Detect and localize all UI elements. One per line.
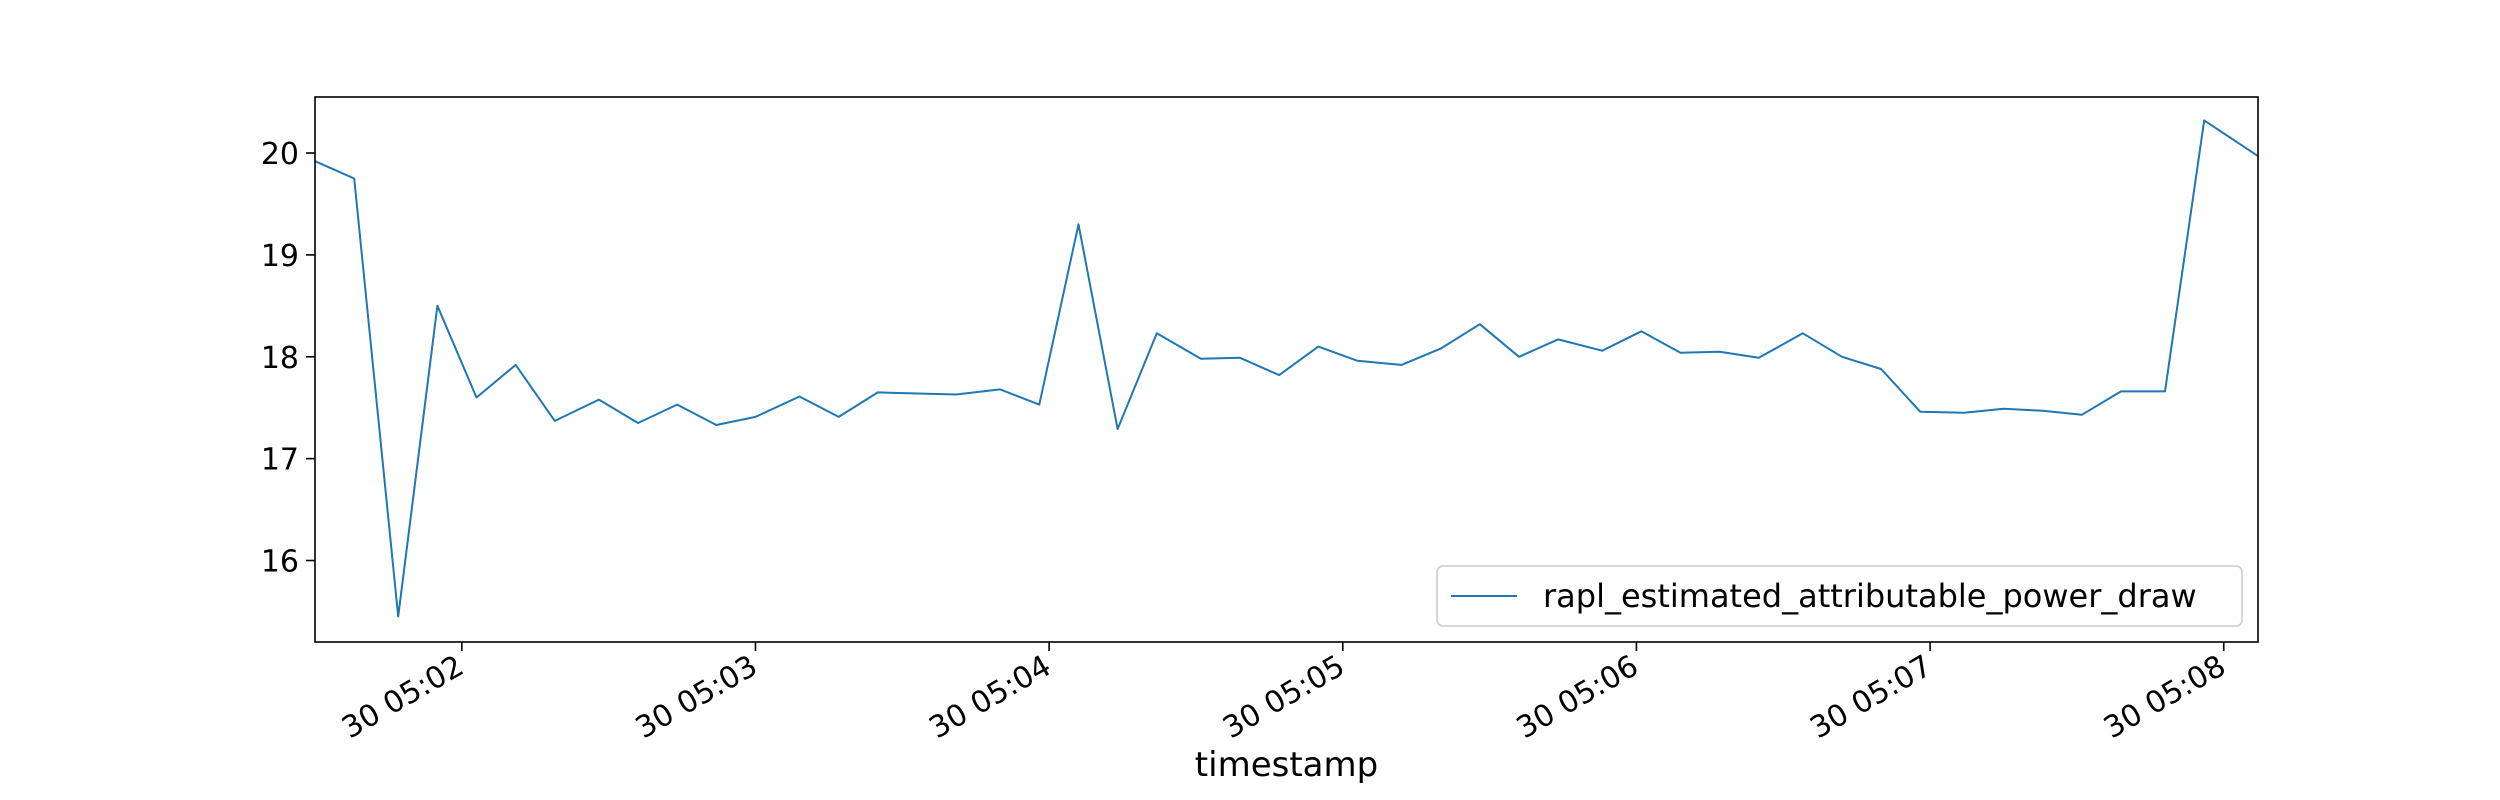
- x-tick-label: 30 05:04: [923, 649, 1057, 746]
- legend: rapl_estimated_attributable_power_draw: [1436, 565, 2243, 627]
- y-tick-label: 19: [261, 239, 299, 274]
- x-tick-label: 30 05:08: [2098, 649, 2232, 746]
- y-tick-label: 16: [261, 545, 299, 580]
- series-layer: [314, 119, 2259, 618]
- x-axis-label: timestamp: [1195, 745, 1378, 785]
- x-tick-label: 30 05:05: [1217, 649, 1351, 746]
- x-tick-label: 30 05:02: [336, 649, 470, 746]
- x-tick-label: 30 05:03: [630, 649, 764, 746]
- x-tick-label: 30 05:06: [1511, 649, 1645, 746]
- x-tick-label: 30 05:07: [1804, 649, 1938, 746]
- x-axis: 30 05:02 30 05:03 30 05:04 30 05:05 30 05:06…: [336, 642, 2232, 746]
- y-tick-label: 20: [261, 137, 299, 172]
- legend-label: rapl_estimated_attributable_power_draw: [1543, 577, 2197, 615]
- plot-frame: [314, 96, 2259, 643]
- y-axis: 16 17 18 19 20: [261, 137, 315, 580]
- y-tick-label: 18: [261, 341, 299, 376]
- y-tick-label: 17: [261, 443, 299, 478]
- legend-box: [1436, 565, 2243, 627]
- series-line: [314, 119, 2259, 618]
